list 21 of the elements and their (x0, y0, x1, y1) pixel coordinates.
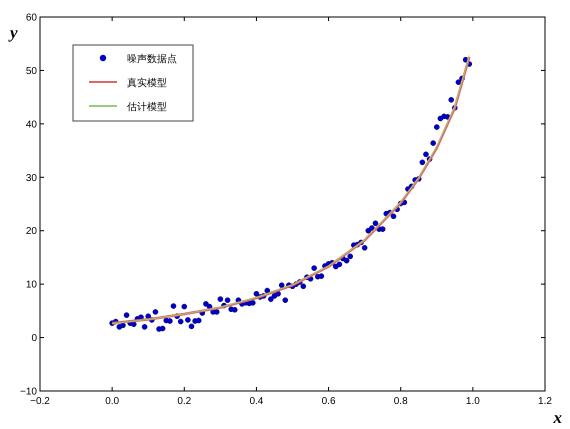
y-tick-label: 30 (26, 172, 38, 184)
x-tick-label: 1.0 (466, 396, 480, 407)
y-tick-label: 50 (26, 66, 38, 77)
y-tick-label: 20 (26, 226, 38, 238)
x-tick-label: 0.6 (322, 396, 336, 407)
legend-label: 噪声数据点 (127, 53, 177, 65)
legend-label: 真实模型 (127, 77, 167, 89)
y-axis-title: y (8, 23, 18, 42)
x-tick-label: −0.2 (30, 396, 50, 407)
x-tick-label: 1.2 (538, 396, 552, 407)
y-tick-label: −10 (20, 386, 38, 398)
y-tick-label: 60 (26, 12, 38, 24)
y-tick-label: 0 (31, 333, 38, 344)
y-tick-label: 10 (26, 280, 38, 291)
y-tick-label: 40 (26, 119, 38, 130)
x-axis-title: x (552, 408, 562, 427)
x-tick-label: 0.4 (249, 396, 264, 407)
x-tick-label: 0.2 (177, 396, 192, 407)
legend-label: 估计模型 (127, 101, 167, 113)
x-tick-label: 0.0 (105, 396, 120, 407)
x-tick-label: 0.8 (394, 396, 408, 407)
